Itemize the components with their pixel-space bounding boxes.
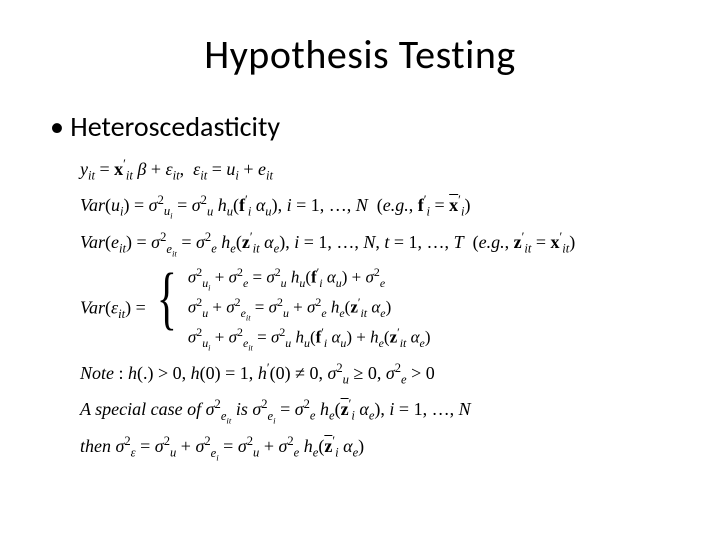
case-3: σ2ui + σ2eit = σ2u hu(f′i αu) + he(z′it … (188, 324, 431, 354)
bullet-heteroscedasticity: Heteroscedasticity (40, 109, 680, 144)
eq-var-e: Var(eit) = σ2eit = σ2e he(z′it αe), i = … (80, 227, 680, 260)
eq-then: then σ2ε = σ2u + σ2ei = σ2u + σ2e he(z′i… (80, 431, 680, 464)
eq-note: Note : h(.) > 0, h(0) = 1, h′(0) ≠ 0, σ2… (80, 358, 680, 390)
case-1: σ2ui + σ2e = σ2u hu(f′i αu) + σ2e (188, 264, 431, 294)
equations-block: yit = x′it β + εit, εit = ui + eit Var(u… (40, 154, 680, 465)
eq-var-u: Var(ui) = σ2ui = σ2u hu(f′i αu), i = 1, … (80, 190, 680, 223)
slide: Hypothesis Testing Heteroscedasticity yi… (0, 0, 720, 540)
eq-var-eps-cases: Var(εit) = { σ2ui + σ2e = σ2u hu(f′i αu)… (80, 264, 680, 354)
eq-special-case: A special case of σ2eit is σ2ei = σ2e he… (80, 394, 680, 427)
eq-model: yit = x′it β + εit, εit = ui + eit (80, 154, 680, 186)
case-2: σ2u + σ2eit = σ2u + σ2e he(z′it αe) (188, 294, 431, 324)
page-title: Hypothesis Testing (40, 30, 680, 79)
